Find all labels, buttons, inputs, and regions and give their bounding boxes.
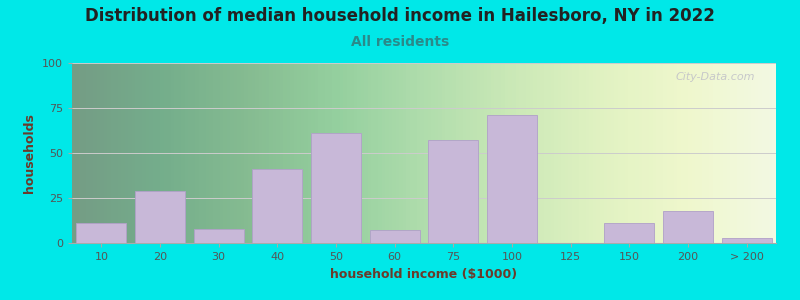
Bar xyxy=(663,211,713,243)
Bar xyxy=(605,223,654,243)
Bar xyxy=(722,238,771,243)
Y-axis label: households: households xyxy=(23,113,37,193)
Bar xyxy=(311,133,361,243)
Bar xyxy=(487,115,537,243)
Bar xyxy=(253,169,302,243)
Bar xyxy=(370,230,419,243)
Text: All residents: All residents xyxy=(351,34,449,49)
Bar xyxy=(194,229,243,243)
Bar xyxy=(77,223,126,243)
Bar xyxy=(135,191,185,243)
X-axis label: household income ($1000): household income ($1000) xyxy=(330,268,518,281)
Text: City-Data.com: City-Data.com xyxy=(675,72,755,82)
Bar xyxy=(429,140,478,243)
Text: Distribution of median household income in Hailesboro, NY in 2022: Distribution of median household income … xyxy=(85,8,715,26)
